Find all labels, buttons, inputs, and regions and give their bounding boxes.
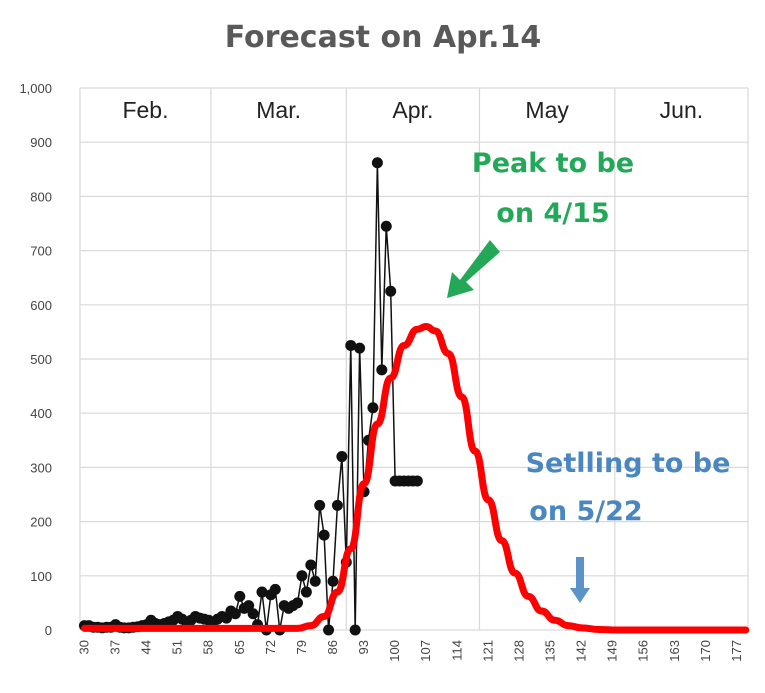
annotation-settling: Setlling to be on 5/22 <box>526 448 731 603</box>
x-tick-label: 72 <box>263 640 278 654</box>
x-tick-label: 170 <box>698 640 713 662</box>
annotation-peak-line2: on 4/15 <box>496 198 609 229</box>
actual-point <box>380 220 392 232</box>
annotation-settling-line1: Setlling to be <box>526 448 731 479</box>
x-tick-label: 135 <box>542 640 557 662</box>
peak-arrow-icon <box>447 240 500 298</box>
chart-title: Forecast on Apr.14 <box>225 20 541 55</box>
x-tick-label: 107 <box>418 640 433 662</box>
actual-point <box>367 402 379 414</box>
month-label: Mar. <box>256 97 301 123</box>
actual-point <box>309 575 321 587</box>
actual-point <box>305 559 317 571</box>
month-label: May <box>525 97 569 123</box>
series <box>78 157 750 636</box>
x-tick-label: 37 <box>108 640 123 654</box>
x-tick-label: 30 <box>76 640 91 654</box>
y-tick-label: 0 <box>45 623 52 638</box>
x-tick-label: 163 <box>667 640 682 662</box>
actual-point <box>336 451 348 463</box>
annotation-peak: Peak to be on 4/15 <box>447 148 634 298</box>
x-tick-label: 51 <box>170 640 185 654</box>
actual-point <box>243 600 255 612</box>
y-tick-label: 400 <box>30 406 52 421</box>
annotation-settling-line2: on 5/22 <box>529 496 642 527</box>
y-tick-label: 900 <box>30 135 52 150</box>
y-tick-label: 800 <box>30 189 52 204</box>
x-tick-label: 100 <box>387 640 402 662</box>
x-tick-label: 58 <box>201 640 216 654</box>
y-tick-label: 300 <box>30 460 52 475</box>
month-label: Feb. <box>122 97 168 123</box>
actual-point <box>291 597 303 609</box>
actual-point <box>234 590 246 602</box>
y-tick-label: 500 <box>30 352 52 367</box>
actual-point <box>314 499 326 511</box>
x-tick-label: 149 <box>605 640 620 662</box>
y-tick-label: 200 <box>30 515 52 530</box>
y-tick-label: 700 <box>30 244 52 259</box>
x-tick-label: 114 <box>449 640 464 661</box>
x-tick-label: 128 <box>511 640 526 662</box>
x-tick-label: 93 <box>356 640 371 654</box>
x-tick-label: 121 <box>480 640 495 662</box>
x-tick-label: 177 <box>729 640 744 662</box>
actual-point <box>331 499 343 511</box>
x-axis: 30 37 44 51 58 65 72 79 86 93 100 107 114 121 128 135 14… <box>76 640 743 662</box>
actual-point <box>385 285 397 297</box>
settling-arrow-icon <box>570 557 590 603</box>
actual-point <box>256 586 268 598</box>
y-tick-label: 100 <box>30 569 52 584</box>
actual-point <box>300 586 312 598</box>
y-axis: 0 100 200 300 400 500 600 700 800 900 1,000 <box>19 81 52 638</box>
actual-point <box>354 342 366 354</box>
y-tick-label: 600 <box>30 298 52 313</box>
actual-point <box>247 608 259 620</box>
month-label: Jun. <box>660 97 703 123</box>
actual-point <box>349 624 361 636</box>
x-tick-label: 79 <box>294 640 309 654</box>
actual-point <box>229 608 241 620</box>
grid <box>79 87 749 631</box>
month-label: Apr. <box>392 97 433 123</box>
actual-point <box>345 339 357 351</box>
actual-point <box>296 570 308 582</box>
forecast-line <box>80 322 750 634</box>
y-tick-label: 1,000 <box>19 81 52 96</box>
actual-point <box>269 583 281 595</box>
actual-line <box>84 162 418 631</box>
actual-point <box>327 575 339 587</box>
x-tick-label: 156 <box>636 640 651 662</box>
actual-point <box>318 529 330 541</box>
month-labels: Feb. Mar. Apr. May Jun. <box>122 97 703 123</box>
actual-point <box>371 157 383 169</box>
annotation-peak-line1: Peak to be <box>472 148 634 179</box>
x-tick-label: 142 <box>574 640 589 662</box>
x-tick-label: 44 <box>139 640 154 654</box>
actual-point <box>376 364 388 376</box>
actual-point <box>323 624 335 636</box>
actual-point <box>411 475 423 487</box>
x-tick-label: 65 <box>232 640 247 654</box>
x-tick-label: 86 <box>325 640 340 654</box>
